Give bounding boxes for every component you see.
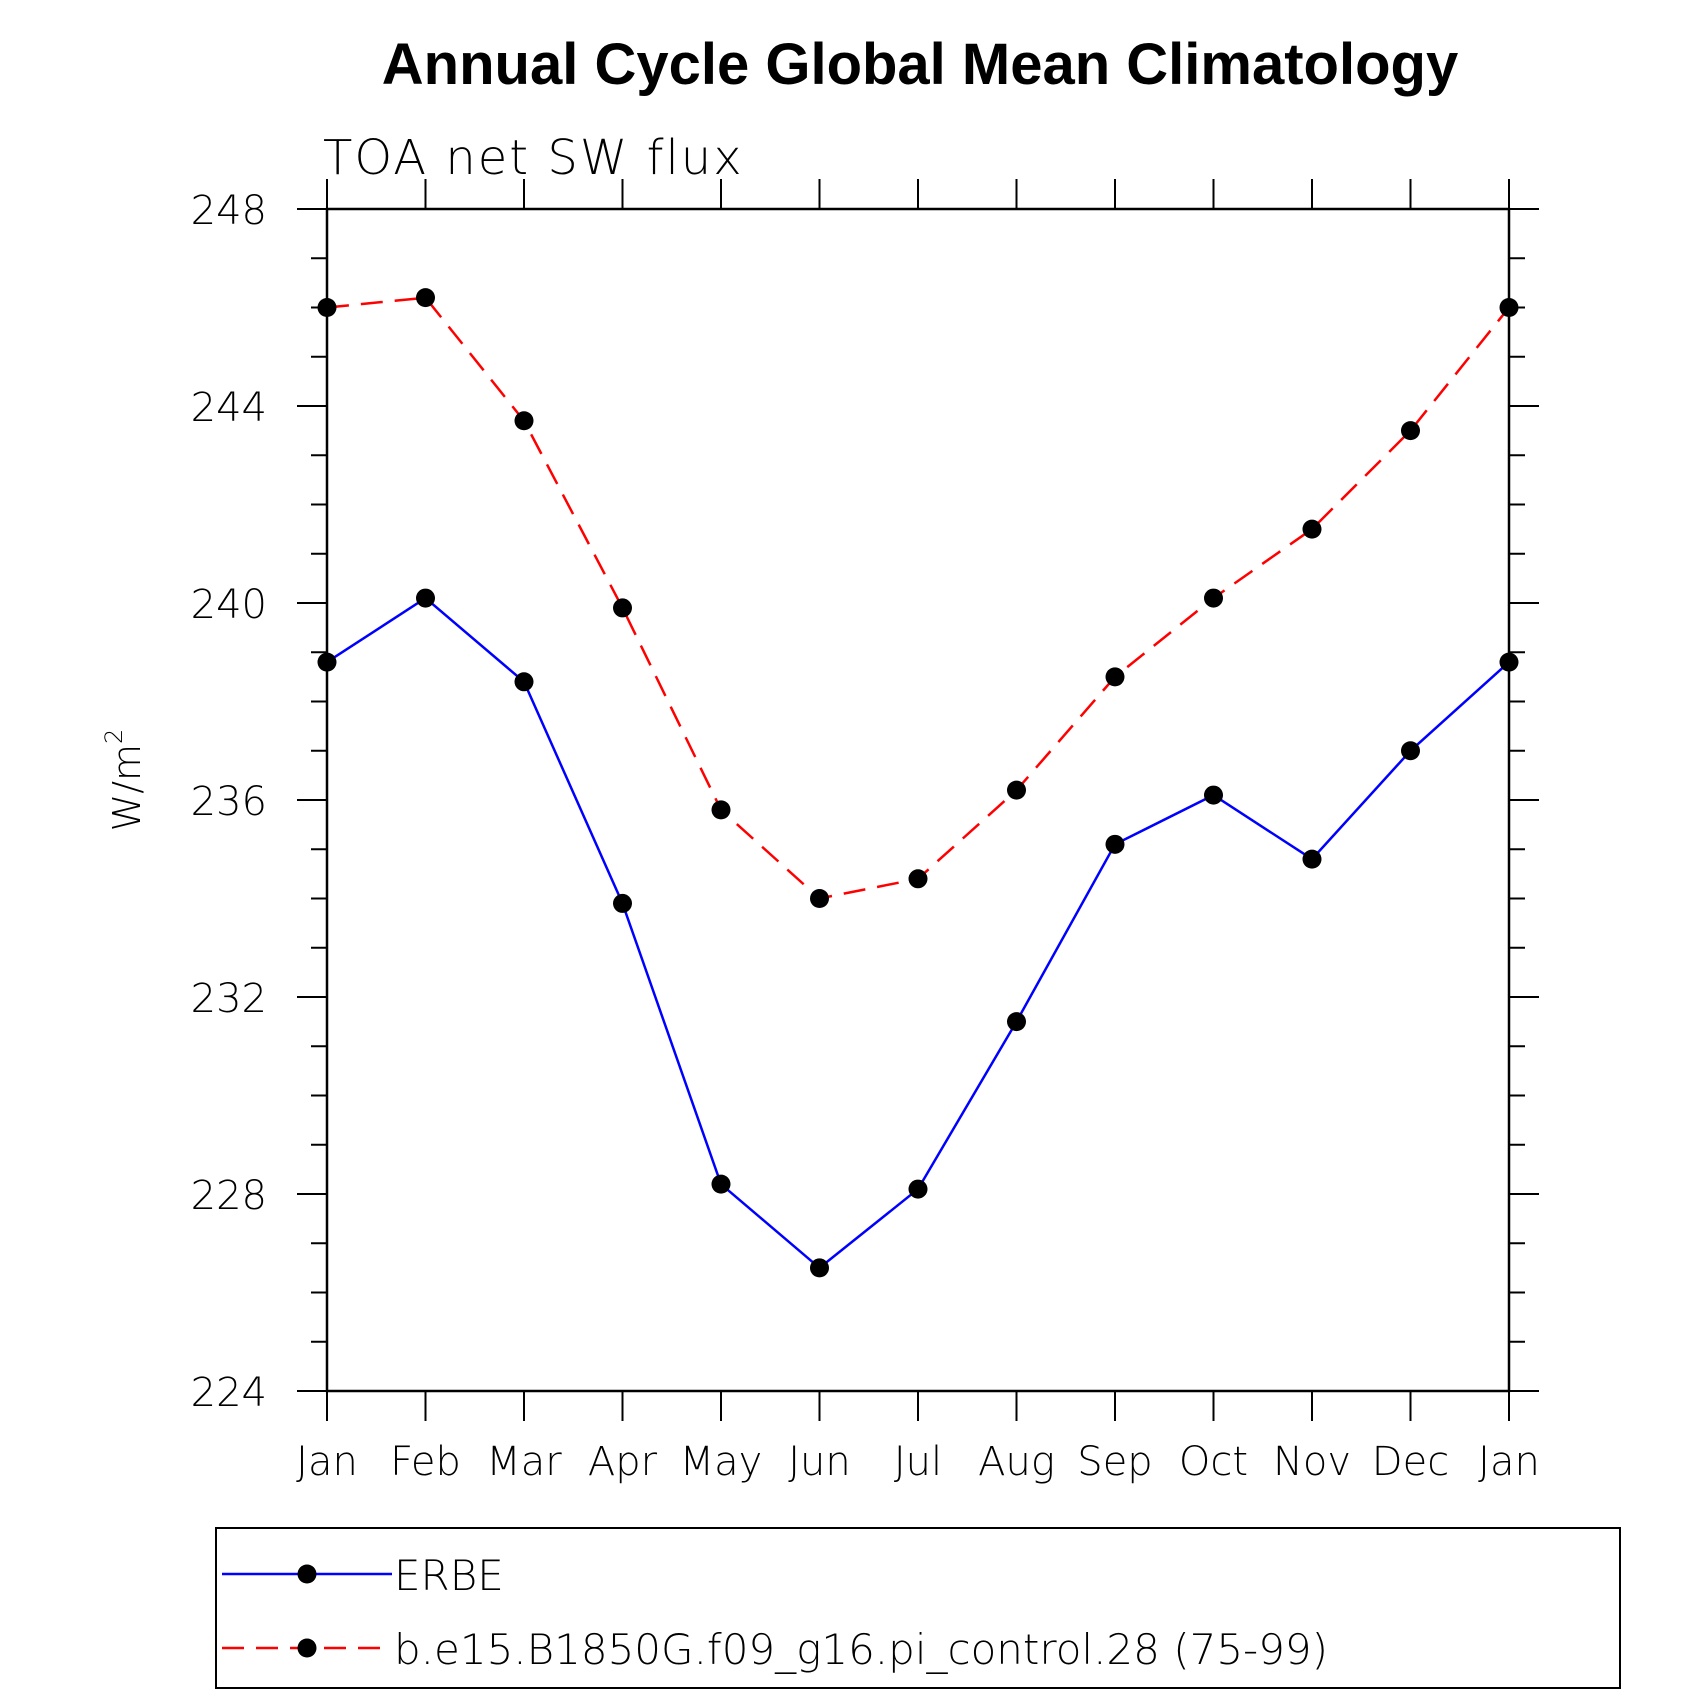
- x-tick-label: Apr: [588, 1439, 658, 1485]
- series-1-point: [711, 800, 731, 820]
- legend-box: [215, 1527, 1621, 1689]
- series-1-point: [908, 869, 928, 889]
- x-tick-label: Jan: [296, 1439, 358, 1485]
- legend-marker-erbe: [297, 1564, 317, 1584]
- series-0-point: [1499, 652, 1519, 672]
- y-tick-label: 236: [191, 779, 267, 825]
- x-tick-label: Aug: [978, 1439, 1055, 1485]
- legend-marker-model: [297, 1638, 317, 1658]
- series-0-point: [317, 652, 337, 672]
- series-1-point: [514, 411, 534, 431]
- series-0-point: [416, 588, 435, 608]
- x-tick-label: Mar: [486, 1439, 562, 1485]
- axes: 224 228 232 236 240 244 248 Jan Feb Mar Apr May Jun J…: [191, 179, 1540, 1485]
- y-tick-label: 240: [191, 582, 267, 628]
- x-tick-label: Jan: [1478, 1439, 1540, 1485]
- series-1-point: [1401, 421, 1420, 441]
- series-1-point: [810, 889, 829, 908]
- y-tick-label: 228: [191, 1173, 267, 1219]
- series-0-point: [1401, 741, 1420, 761]
- chart-title: Annual Cycle Global Mean Climatology: [382, 32, 1458, 97]
- x-tick-label: Jul: [894, 1439, 942, 1485]
- series-1-point: [1007, 780, 1026, 800]
- series-1-point: [1499, 298, 1519, 317]
- legend-label-model: b.e15.B1850G.f09_g16.pi_control.28 (75-9…: [394, 1625, 1328, 1674]
- series-1-point: [1204, 588, 1223, 608]
- x-tick-label: Oct: [1179, 1439, 1248, 1485]
- series-0-point: [810, 1258, 829, 1278]
- legend: ERBE b.e15.B1850G.f09_g16.pi_control.28 …: [215, 1527, 1621, 1689]
- series-0-point: [1007, 1012, 1026, 1032]
- series-0-point: [514, 672, 534, 692]
- x-tick-label: Nov: [1273, 1439, 1351, 1485]
- y-tick-label: 224: [191, 1370, 267, 1416]
- y-axis-label-superscript: 2: [100, 729, 128, 744]
- series-markers: [317, 288, 1519, 1278]
- series-0-point: [613, 893, 632, 913]
- y-tick-label: 248: [191, 188, 267, 234]
- x-tick-label: May: [680, 1439, 763, 1485]
- x-tick-label: Jun: [788, 1439, 851, 1485]
- series-0-point: [1204, 785, 1223, 805]
- series-0-point: [1302, 849, 1322, 869]
- series-1-point: [1302, 519, 1322, 539]
- svg-text:W/m2: W/m2: [100, 729, 149, 832]
- chart-subtitle: TOA net SW flux: [323, 130, 744, 186]
- y-tick-label: 244: [191, 385, 267, 431]
- y-axis-label: W/m2: [100, 729, 149, 832]
- legend-label-erbe: ERBE: [394, 1551, 504, 1600]
- series-1-point: [1105, 667, 1125, 687]
- series-1-point: [416, 288, 435, 308]
- series-1-point: [317, 298, 337, 317]
- series-1-point: [613, 598, 632, 618]
- series-0-point: [1105, 834, 1125, 854]
- x-tick-label: Sep: [1077, 1439, 1152, 1485]
- x-tick-label: Feb: [390, 1439, 461, 1485]
- series-0-point: [711, 1174, 731, 1194]
- series-0-point: [908, 1179, 928, 1199]
- y-axis-label-text: W/m: [105, 744, 149, 831]
- x-tick-label: Dec: [1372, 1439, 1449, 1485]
- y-tick-label: 232: [191, 976, 267, 1022]
